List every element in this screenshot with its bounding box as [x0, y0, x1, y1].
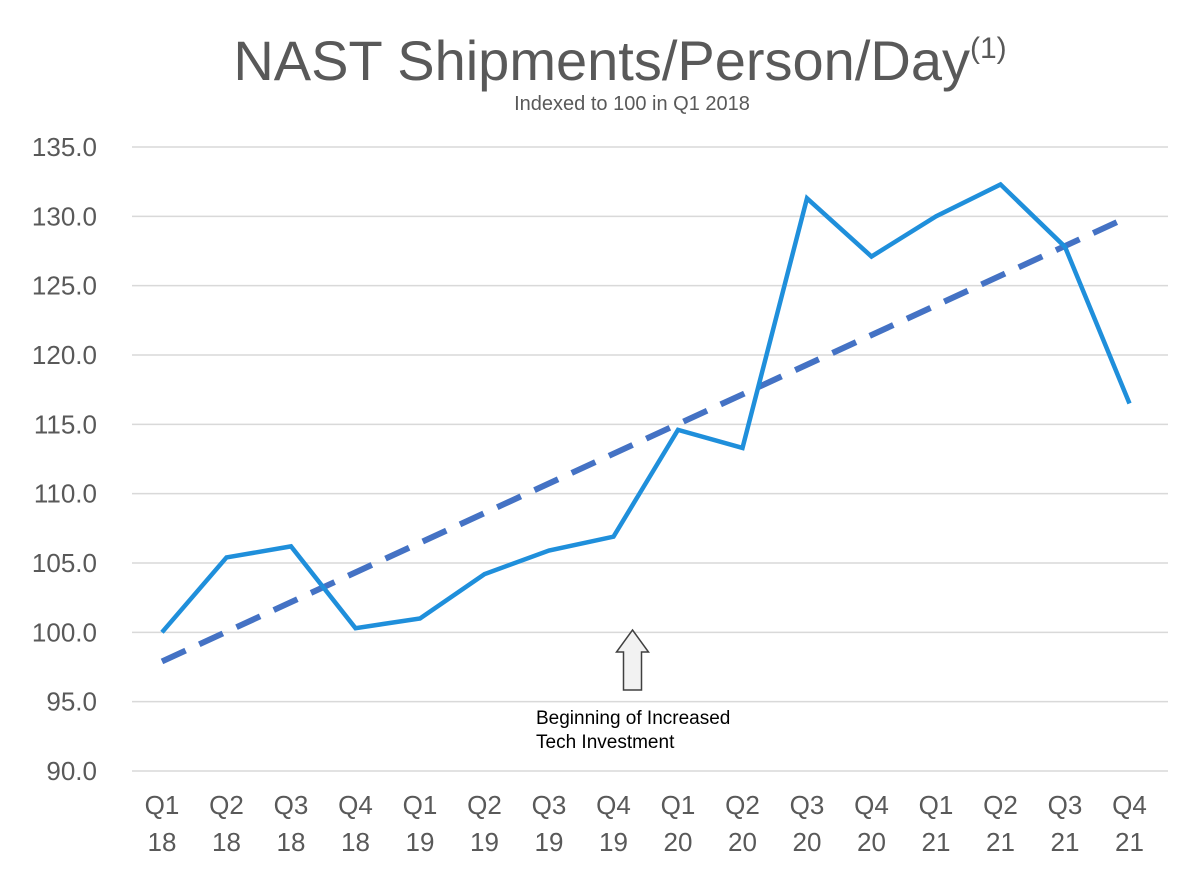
x-tick-label-quarter: Q1 — [403, 790, 438, 820]
x-tick-label-year: 19 — [599, 827, 628, 857]
y-tick-label: 90.0 — [46, 756, 97, 786]
trendline-dashed — [160, 213, 1131, 665]
x-tick-label-quarter: Q2 — [467, 790, 502, 820]
series-lines — [160, 181, 1132, 665]
grid-lines — [132, 146, 1168, 772]
x-tick-label-quarter: Q4 — [338, 790, 373, 820]
x-tick-label-year: 19 — [535, 827, 564, 857]
y-tick-label: 105.0 — [32, 548, 97, 578]
chart-subtitle: Indexed to 100 in Q1 2018 — [514, 93, 750, 115]
chart-title: NAST Shipments/Person/Day(1) — [233, 29, 1006, 92]
y-axis-tick-labels: 90.0 95.0 100.0 105.0 110.0 115.0 120.0 125.0 13… — [32, 132, 97, 786]
y-tick-label: 130.0 — [32, 201, 97, 231]
x-tick-label-quarter: Q4 — [854, 790, 889, 820]
x-tick-label-year: 20 — [664, 827, 693, 857]
x-tick-label-year: 18 — [277, 827, 306, 857]
x-tick-label-quarter: Q1 — [919, 790, 954, 820]
x-axis-tick-labels: Q1 18 Q2 18 Q3 18 Q4 18 Q1 19 Q2 19 Q3 19 Q4 19 Q1 20 Q2 20… — [145, 790, 1147, 857]
x-tick-label-quarter: Q3 — [274, 790, 309, 820]
x-tick-label-year: 18 — [341, 827, 370, 857]
x-tick-label-quarter: Q3 — [1048, 790, 1083, 820]
chart-title-text: NAST Shipments/Person/Day — [233, 29, 970, 92]
x-tick-label-quarter: Q2 — [725, 790, 760, 820]
x-tick-label-year: 21 — [922, 827, 951, 857]
x-tick-label-year: 18 — [212, 827, 241, 857]
y-tick-label: 95.0 — [46, 687, 97, 717]
x-tick-label-year: 20 — [793, 827, 822, 857]
chart-title-superscript: (1) — [970, 32, 1007, 65]
tech-investment-annotation: Beginning of Increased Tech Investment — [536, 628, 730, 753]
x-tick-label-year: 18 — [148, 827, 177, 857]
x-tick-label-quarter: Q1 — [145, 790, 180, 820]
x-tick-label-quarter: Q2 — [983, 790, 1018, 820]
x-tick-label-quarter: Q4 — [1112, 790, 1147, 820]
annotation-text-line: Beginning of Increased — [536, 708, 730, 729]
x-tick-label-year: 19 — [470, 827, 499, 857]
y-tick-label: 115.0 — [34, 409, 97, 439]
x-tick-label-year: 19 — [406, 827, 435, 857]
x-tick-label-year: 21 — [1115, 827, 1144, 857]
annotation-text-line: Tech Investment — [536, 732, 675, 753]
y-tick-label: 120.0 — [32, 340, 97, 370]
x-tick-label-year: 20 — [728, 827, 757, 857]
x-tick-label-quarter: Q4 — [596, 790, 631, 820]
y-tick-label: 100.0 — [32, 617, 97, 647]
x-tick-label-quarter: Q2 — [209, 790, 244, 820]
y-tick-label: 110.0 — [34, 479, 97, 509]
y-tick-label: 135.0 — [32, 132, 97, 162]
x-tick-label-quarter: Q1 — [661, 790, 696, 820]
x-tick-label-year: 21 — [986, 827, 1015, 857]
x-tick-label-year: 21 — [1051, 827, 1080, 857]
y-tick-label: 125.0 — [32, 271, 97, 301]
x-tick-label-quarter: Q3 — [532, 790, 567, 820]
up-arrow-icon — [615, 628, 650, 691]
x-tick-label-year: 20 — [857, 827, 886, 857]
x-tick-label-quarter: Q3 — [790, 790, 825, 820]
series-line-shipments — [160, 181, 1132, 634]
